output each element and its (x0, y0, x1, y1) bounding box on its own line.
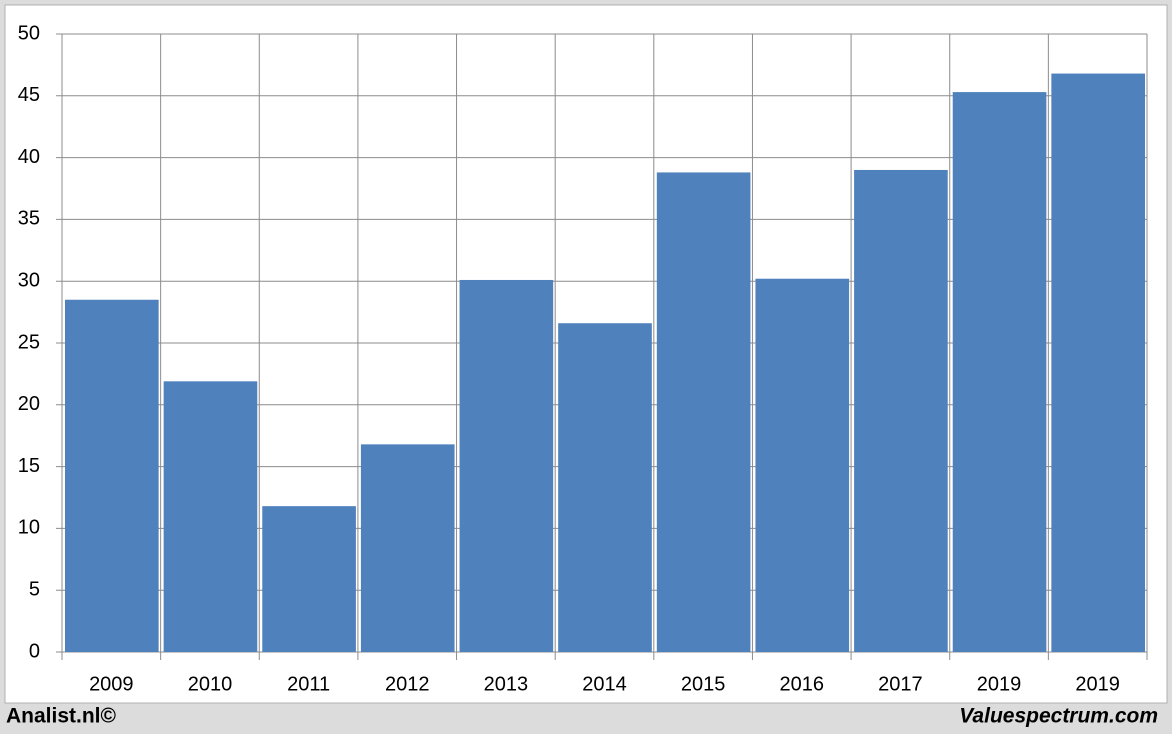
bar (952, 92, 1047, 653)
y-tick-label: 30 (18, 269, 40, 291)
x-tick-label: 2019 (1075, 673, 1120, 695)
bar (163, 381, 258, 652)
y-tick-label: 0 (29, 640, 40, 662)
footer-right: Valuespectrum.com (959, 705, 1158, 728)
x-tick-label: 2009 (89, 673, 134, 695)
bar (360, 444, 455, 652)
footer-left: Analist.nl© (6, 705, 117, 728)
y-tick-label: 40 (18, 146, 40, 168)
y-tick-label: 10 (18, 517, 40, 539)
x-tick-label: 2013 (484, 673, 529, 695)
y-tick-label: 5 (29, 578, 40, 600)
y-tick-label: 50 (18, 22, 40, 44)
x-tick-label: 2011 (287, 673, 330, 695)
bar (262, 506, 356, 652)
bar (65, 299, 159, 652)
bar (755, 278, 850, 652)
x-tick-label: 2016 (780, 673, 825, 695)
y-tick-label: 20 (18, 393, 40, 415)
x-tick-label: 2012 (385, 673, 430, 695)
y-tick-label: 15 (18, 455, 40, 477)
bar (558, 323, 652, 652)
bar (656, 172, 751, 652)
x-tick-label: 2017 (878, 673, 923, 695)
x-tick-label: 2014 (582, 673, 627, 695)
y-tick-label: 25 (18, 331, 40, 353)
bar (459, 279, 554, 652)
y-tick-label: 45 (18, 84, 40, 106)
x-tick-label: 2010 (188, 673, 233, 695)
y-tick-label: 35 (18, 208, 40, 230)
bar (1051, 73, 1145, 652)
bar (854, 169, 948, 652)
x-tick-label: 2015 (681, 673, 726, 695)
x-tick-label: 2019 (977, 673, 1022, 695)
